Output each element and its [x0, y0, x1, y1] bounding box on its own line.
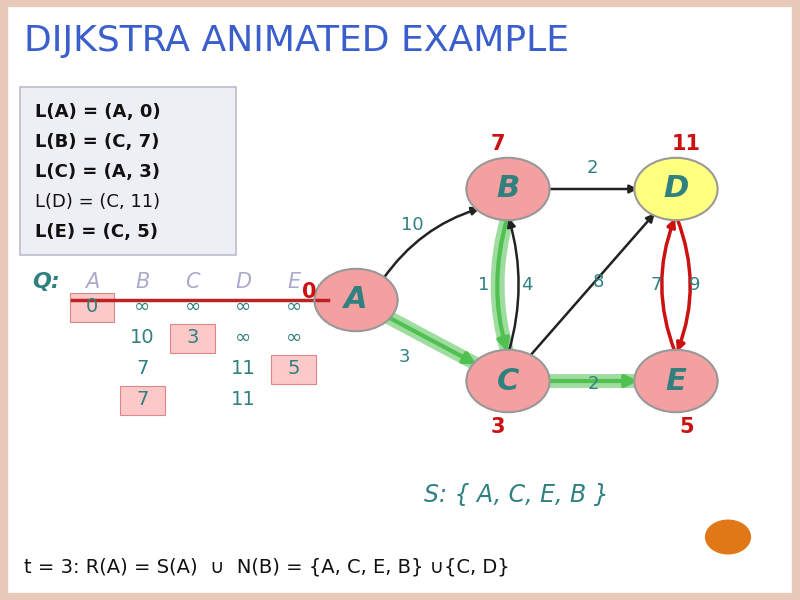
Text: 7: 7 — [490, 134, 505, 154]
Text: t = 3: R(A) = S(A)  ∪  N(B) = {A, C, E, B} ∪{C, D}: t = 3: R(A) = S(A) ∪ N(B) = {A, C, E, B}… — [24, 557, 510, 577]
Text: 9: 9 — [689, 276, 700, 294]
Text: Q:: Q: — [32, 272, 60, 292]
FancyBboxPatch shape — [271, 355, 316, 384]
Text: L(D) = (C, 11): L(D) = (C, 11) — [35, 193, 160, 211]
Text: 2: 2 — [588, 375, 599, 393]
Text: 7: 7 — [136, 359, 149, 378]
FancyBboxPatch shape — [120, 386, 165, 415]
Text: C: C — [186, 272, 200, 292]
Text: E: E — [287, 272, 300, 292]
Text: 0: 0 — [302, 282, 317, 302]
Text: D: D — [235, 272, 251, 292]
Text: 3: 3 — [490, 417, 505, 437]
Circle shape — [706, 520, 750, 554]
Text: 10: 10 — [130, 328, 154, 347]
Text: 7: 7 — [136, 390, 149, 409]
Text: ∞: ∞ — [134, 296, 150, 316]
Circle shape — [634, 350, 718, 412]
FancyBboxPatch shape — [70, 293, 114, 322]
Text: B: B — [496, 175, 520, 203]
Text: 8: 8 — [593, 273, 604, 291]
Text: L(E) = (C, 5): L(E) = (C, 5) — [35, 223, 158, 241]
Text: 11: 11 — [231, 359, 255, 378]
Text: 11: 11 — [231, 390, 255, 409]
Text: L(C) = (A, 3): L(C) = (A, 3) — [35, 163, 160, 181]
Text: C: C — [497, 367, 519, 395]
Text: DIJKSTRA ANIMATED EXAMPLE: DIJKSTRA ANIMATED EXAMPLE — [24, 24, 569, 58]
Text: 5: 5 — [679, 417, 694, 437]
Text: ∞: ∞ — [286, 296, 302, 316]
Text: 3: 3 — [398, 348, 410, 366]
Text: A: A — [85, 272, 99, 292]
Text: 5: 5 — [287, 359, 300, 378]
Text: 11: 11 — [672, 134, 701, 154]
Text: E: E — [666, 367, 686, 395]
Text: B: B — [135, 272, 150, 292]
Text: ∞: ∞ — [185, 296, 201, 316]
Circle shape — [314, 269, 398, 331]
Text: 10: 10 — [401, 216, 423, 234]
Text: ∞: ∞ — [235, 296, 251, 316]
Text: D: D — [663, 175, 689, 203]
Text: L(A) = (A, 0): L(A) = (A, 0) — [35, 103, 161, 121]
Text: ∞: ∞ — [235, 328, 251, 347]
Text: S: { A, C, E, B }: S: { A, C, E, B } — [424, 483, 609, 507]
Circle shape — [466, 158, 550, 220]
Text: L(B) = (C, 7): L(B) = (C, 7) — [35, 133, 159, 151]
FancyBboxPatch shape — [170, 324, 215, 353]
Text: 2: 2 — [586, 159, 598, 177]
FancyBboxPatch shape — [20, 87, 236, 255]
Circle shape — [466, 350, 550, 412]
Circle shape — [634, 158, 718, 220]
Text: 1: 1 — [478, 276, 490, 294]
Text: ∞: ∞ — [286, 328, 302, 347]
Text: A: A — [344, 286, 368, 314]
Text: 7: 7 — [650, 276, 662, 294]
Text: 3: 3 — [186, 328, 199, 347]
Text: 4: 4 — [521, 276, 532, 294]
Text: 0: 0 — [86, 296, 98, 316]
